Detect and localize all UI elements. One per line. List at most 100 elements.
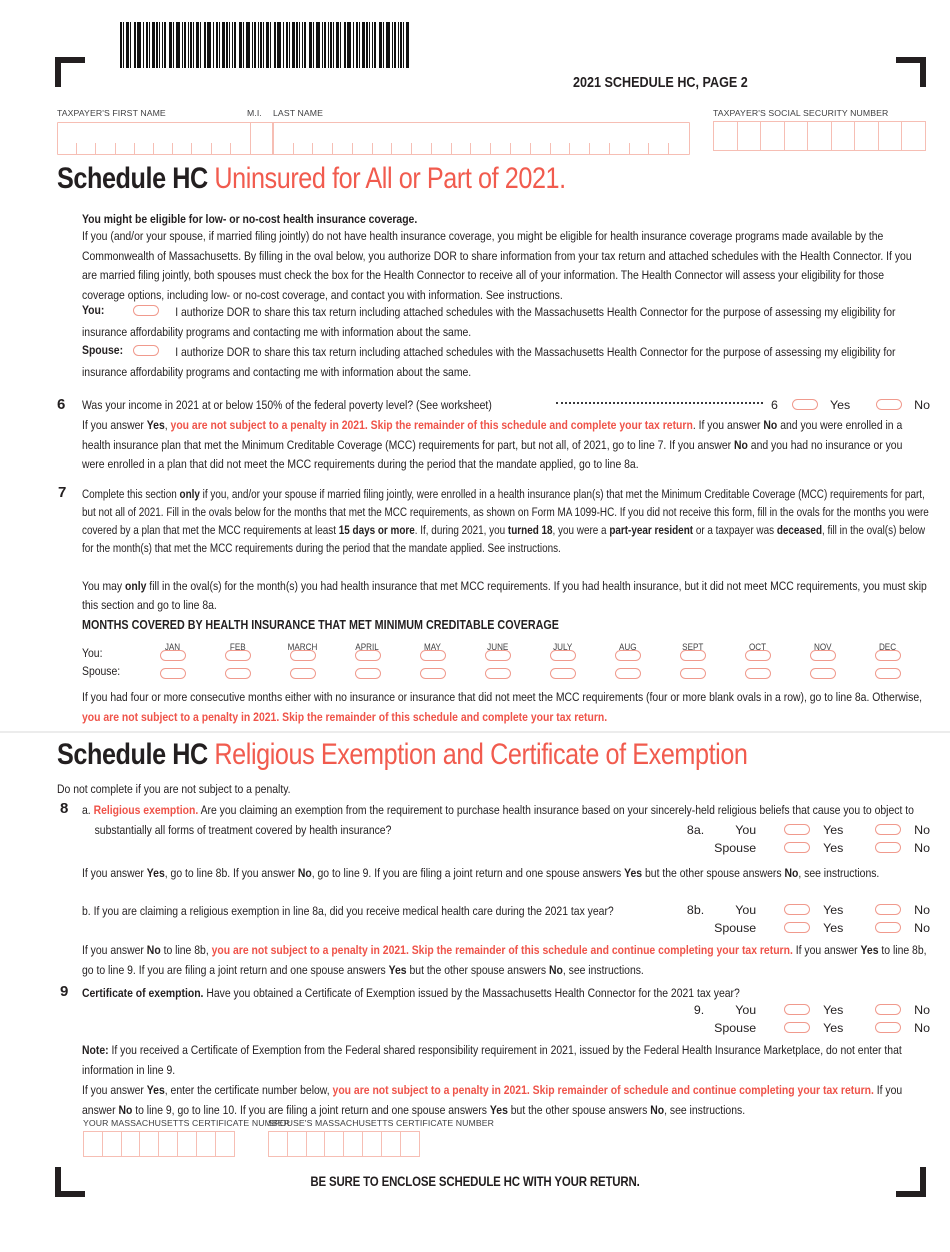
- character-box[interactable]: [324, 1131, 345, 1157]
- character-box[interactable]: [362, 1131, 383, 1157]
- character-cell[interactable]: [231, 123, 250, 154]
- character-cell[interactable]: [274, 123, 294, 154]
- character-cell[interactable]: [649, 123, 669, 154]
- character-box[interactable]: [901, 121, 926, 151]
- month-oval-spouse-june[interactable]: [484, 668, 511, 679]
- month-oval-spouse-july[interactable]: [549, 668, 576, 679]
- character-cell[interactable]: [58, 123, 78, 154]
- character-cell[interactable]: [313, 123, 333, 154]
- line9-spouse-yes-oval[interactable]: [784, 1022, 811, 1033]
- month-oval-you-march[interactable]: [289, 650, 316, 661]
- line9-you-no-oval[interactable]: [875, 1004, 902, 1015]
- month-oval-spouse-april[interactable]: [354, 668, 381, 679]
- character-cell[interactable]: [192, 123, 212, 154]
- line8a-spouse-no-oval[interactable]: [875, 842, 902, 853]
- month-oval-you-feb[interactable]: [224, 650, 251, 661]
- character-box[interactable]: [877, 121, 903, 151]
- month-oval-you-dec[interactable]: [874, 650, 901, 661]
- month-oval-you-oct[interactable]: [744, 650, 771, 661]
- character-box[interactable]: [101, 1131, 122, 1157]
- line8a-spouse-yes-oval[interactable]: [784, 842, 811, 853]
- month-oval-spouse-aug[interactable]: [614, 668, 641, 679]
- first-name-input[interactable]: [58, 123, 250, 154]
- your-cert-input[interactable]: [83, 1131, 235, 1157]
- character-cell[interactable]: [531, 123, 551, 154]
- character-box[interactable]: [268, 1131, 288, 1157]
- character-cell[interactable]: [212, 123, 232, 154]
- character-cell[interactable]: [412, 123, 432, 154]
- character-box[interactable]: [830, 121, 856, 151]
- character-cell[interactable]: [471, 123, 491, 154]
- character-cell[interactable]: [392, 123, 412, 154]
- character-box[interactable]: [195, 1131, 216, 1157]
- character-box[interactable]: [305, 1131, 326, 1157]
- month-oval-you-sept[interactable]: [679, 650, 706, 661]
- line8b-spouse-no-oval[interactable]: [875, 922, 902, 933]
- character-cell[interactable]: [77, 123, 97, 154]
- month-oval-spouse-march[interactable]: [289, 668, 316, 679]
- character-box[interactable]: [214, 1131, 235, 1157]
- character-box[interactable]: [807, 121, 832, 151]
- character-box[interactable]: [120, 1131, 141, 1157]
- character-box[interactable]: [736, 121, 762, 151]
- line8b-spouse-yes-oval[interactable]: [784, 922, 811, 933]
- character-box[interactable]: [713, 121, 738, 151]
- character-box[interactable]: [83, 1131, 103, 1157]
- spouse-cert-input[interactable]: [268, 1131, 420, 1157]
- ssn-input[interactable]: [713, 121, 926, 151]
- line6-no-oval[interactable]: [876, 399, 903, 410]
- character-box[interactable]: [343, 1131, 364, 1157]
- character-cell[interactable]: [173, 123, 193, 154]
- month-oval-spouse-may[interactable]: [419, 668, 446, 679]
- character-cell[interactable]: [373, 123, 393, 154]
- character-cell[interactable]: [669, 123, 689, 154]
- month-oval-you-aug[interactable]: [614, 650, 641, 661]
- middle-initial-input[interactable]: [251, 123, 272, 154]
- character-box[interactable]: [380, 1131, 401, 1157]
- line8a-you-yes-oval[interactable]: [784, 824, 811, 835]
- last-name-input[interactable]: [274, 123, 689, 154]
- character-cell[interactable]: [135, 123, 155, 154]
- character-box[interactable]: [399, 1131, 420, 1157]
- character-cell[interactable]: [590, 123, 610, 154]
- month-oval-spouse-feb[interactable]: [224, 668, 251, 679]
- character-cell[interactable]: [116, 123, 136, 154]
- month-oval-you-jan[interactable]: [159, 650, 186, 661]
- month-oval-spouse-sept[interactable]: [679, 668, 706, 679]
- character-cell[interactable]: [630, 123, 650, 154]
- character-cell[interactable]: [511, 123, 531, 154]
- you-authorize-oval[interactable]: [133, 305, 159, 316]
- line8a-you-no-oval[interactable]: [875, 824, 902, 835]
- character-cell[interactable]: [251, 123, 272, 154]
- character-box[interactable]: [286, 1131, 307, 1157]
- character-box[interactable]: [139, 1131, 160, 1157]
- character-box[interactable]: [854, 121, 879, 151]
- character-cell[interactable]: [432, 123, 452, 154]
- line9-you-yes-oval[interactable]: [784, 1004, 811, 1015]
- character-cell[interactable]: [353, 123, 373, 154]
- character-cell[interactable]: [610, 123, 630, 154]
- line9-spouse-no-oval[interactable]: [875, 1022, 902, 1033]
- month-oval-spouse-dec[interactable]: [874, 668, 901, 679]
- line8b-you-no-oval[interactable]: [875, 904, 902, 915]
- character-cell[interactable]: [333, 123, 353, 154]
- character-box[interactable]: [158, 1131, 179, 1157]
- character-cell[interactable]: [96, 123, 116, 154]
- month-oval-you-april[interactable]: [354, 650, 381, 661]
- character-cell[interactable]: [154, 123, 174, 154]
- month-oval-you-july[interactable]: [549, 650, 576, 661]
- character-cell[interactable]: [570, 123, 590, 154]
- month-oval-you-nov[interactable]: [809, 650, 836, 661]
- month-oval-spouse-oct[interactable]: [744, 668, 771, 679]
- character-box[interactable]: [783, 121, 809, 151]
- spouse-authorize-oval[interactable]: [133, 345, 159, 356]
- character-cell[interactable]: [551, 123, 571, 154]
- character-box[interactable]: [760, 121, 785, 151]
- month-oval-you-may[interactable]: [419, 650, 446, 661]
- character-box[interactable]: [177, 1131, 198, 1157]
- month-oval-spouse-jan[interactable]: [159, 668, 186, 679]
- character-cell[interactable]: [452, 123, 472, 154]
- line6-yes-oval[interactable]: [791, 399, 818, 410]
- character-cell[interactable]: [294, 123, 314, 154]
- character-cell[interactable]: [491, 123, 511, 154]
